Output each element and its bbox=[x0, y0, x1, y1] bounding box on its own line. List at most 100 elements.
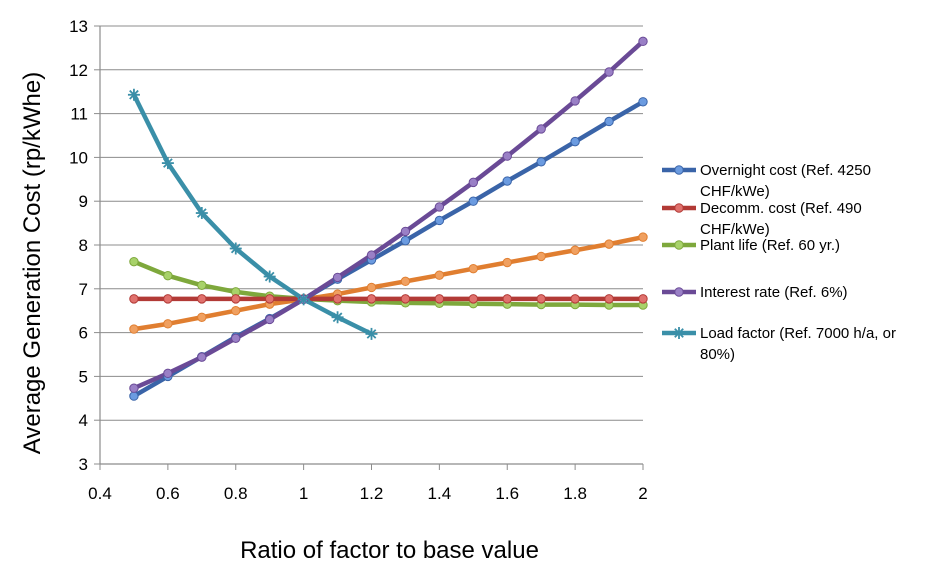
legend-label: Plant life (Ref. 60 yr.) bbox=[700, 237, 840, 254]
data-point bbox=[468, 177, 479, 188]
data-point bbox=[570, 96, 580, 106]
data-point bbox=[197, 312, 207, 322]
y-tick-label: 3 bbox=[79, 455, 88, 474]
data-point bbox=[127, 88, 140, 101]
data-point bbox=[163, 368, 173, 379]
data-point bbox=[366, 294, 377, 304]
data-point bbox=[197, 294, 207, 304]
y-tick-label: 10 bbox=[69, 148, 88, 167]
y-tick-label: 7 bbox=[79, 280, 88, 299]
series-lines bbox=[131, 39, 646, 399]
data-point bbox=[468, 263, 479, 274]
data-point bbox=[536, 157, 546, 167]
x-tick-label: 2 bbox=[638, 484, 647, 503]
legend-label: 80%) bbox=[700, 346, 735, 363]
data-point bbox=[400, 294, 411, 304]
data-point bbox=[197, 280, 207, 290]
data-point bbox=[468, 196, 479, 206]
y-tick-label: 9 bbox=[79, 192, 88, 211]
data-point bbox=[163, 294, 173, 304]
data-point bbox=[434, 202, 445, 212]
data-point bbox=[129, 391, 139, 401]
series-line-2 bbox=[131, 259, 646, 308]
data-point bbox=[231, 306, 241, 316]
data-point bbox=[366, 282, 377, 293]
legend-item: Plant life (Ref. 60 yr.) bbox=[662, 237, 840, 254]
x-tick-label: 0.4 bbox=[88, 484, 112, 503]
data-point bbox=[604, 294, 614, 304]
legend-label: Decomm. cost (Ref. 490 bbox=[700, 200, 862, 217]
y-axis-title: Average Generation Cost (rp/kWhe) bbox=[19, 72, 46, 454]
data-point bbox=[129, 324, 139, 334]
legend-item: Load factor (Ref. 7000 h/a, or 80%) bbox=[662, 325, 896, 363]
x-tick-label: 1 bbox=[299, 484, 308, 503]
data-point bbox=[638, 97, 648, 107]
legend-swatch-marker bbox=[673, 327, 685, 339]
data-point bbox=[332, 294, 343, 304]
data-point bbox=[536, 294, 546, 304]
data-point bbox=[161, 157, 174, 170]
legend-label: CHF/kWe) bbox=[700, 183, 770, 200]
x-tick-label: 1.4 bbox=[428, 484, 452, 503]
legend-label: CHF/kWe) bbox=[700, 221, 770, 238]
data-point bbox=[195, 207, 208, 220]
legend-item: Overnight cost (Ref. 4250 CHF/kWe) bbox=[662, 162, 871, 200]
data-point bbox=[297, 293, 310, 306]
legend-label: Interest rate (Ref. 6%) bbox=[700, 284, 848, 301]
data-point bbox=[400, 226, 411, 237]
series-line-5 bbox=[131, 234, 646, 332]
legend-swatch-marker bbox=[674, 287, 684, 297]
data-point bbox=[400, 276, 411, 287]
data-point bbox=[604, 67, 614, 77]
data-point bbox=[129, 256, 139, 267]
y-tick-label: 5 bbox=[79, 367, 88, 386]
data-point bbox=[434, 294, 445, 304]
legend-item: Decomm. cost (Ref. 490 CHF/kWe) bbox=[662, 200, 862, 238]
data-point bbox=[468, 294, 479, 304]
data-point bbox=[502, 294, 512, 304]
data-point bbox=[129, 294, 139, 304]
tick-labels: 3 4 5 6 7 8 9 10 11 12 13 0.4 0.6 0.8 1 1.2 1.4 1.6 1.8 2 bbox=[69, 17, 648, 503]
data-point bbox=[536, 124, 546, 134]
data-point bbox=[263, 270, 276, 283]
y-tick-label: 6 bbox=[79, 324, 88, 343]
x-tick-label: 1.6 bbox=[495, 484, 519, 503]
data-point bbox=[536, 251, 546, 262]
gridlines bbox=[100, 25, 643, 421]
data-point bbox=[231, 333, 241, 343]
data-point bbox=[638, 294, 648, 304]
legend-swatch-marker bbox=[674, 203, 684, 213]
data-point bbox=[163, 319, 173, 329]
data-point bbox=[332, 272, 343, 283]
data-point bbox=[365, 327, 378, 340]
data-point bbox=[129, 383, 139, 393]
data-point bbox=[502, 257, 512, 268]
data-point bbox=[331, 311, 344, 324]
x-axis-title: Ratio of factor to base value bbox=[240, 537, 539, 564]
data-point bbox=[163, 270, 173, 281]
data-point bbox=[502, 151, 512, 161]
data-point bbox=[264, 314, 275, 325]
data-point bbox=[570, 136, 580, 147]
data-point bbox=[638, 36, 648, 47]
legend-label: Load factor (Ref. 7000 h/a, or bbox=[700, 325, 896, 342]
data-point bbox=[502, 176, 512, 186]
data-point bbox=[638, 232, 648, 242]
series-line-4 bbox=[131, 92, 374, 337]
y-tick-label: 4 bbox=[79, 411, 88, 430]
data-point bbox=[604, 116, 614, 127]
data-point bbox=[434, 215, 445, 226]
legend: Overnight cost (Ref. 4250CHF/kWe)Decomm.… bbox=[662, 162, 896, 363]
series-line-3 bbox=[131, 39, 646, 391]
y-tick-label: 8 bbox=[79, 236, 88, 255]
data-point bbox=[570, 294, 580, 304]
data-point bbox=[400, 235, 411, 246]
series-markers bbox=[127, 36, 648, 401]
data-point bbox=[604, 239, 614, 249]
x-tick-label: 1.8 bbox=[563, 484, 587, 503]
data-point bbox=[197, 352, 207, 362]
y-tick-label: 12 bbox=[69, 61, 88, 80]
data-point bbox=[570, 245, 580, 255]
